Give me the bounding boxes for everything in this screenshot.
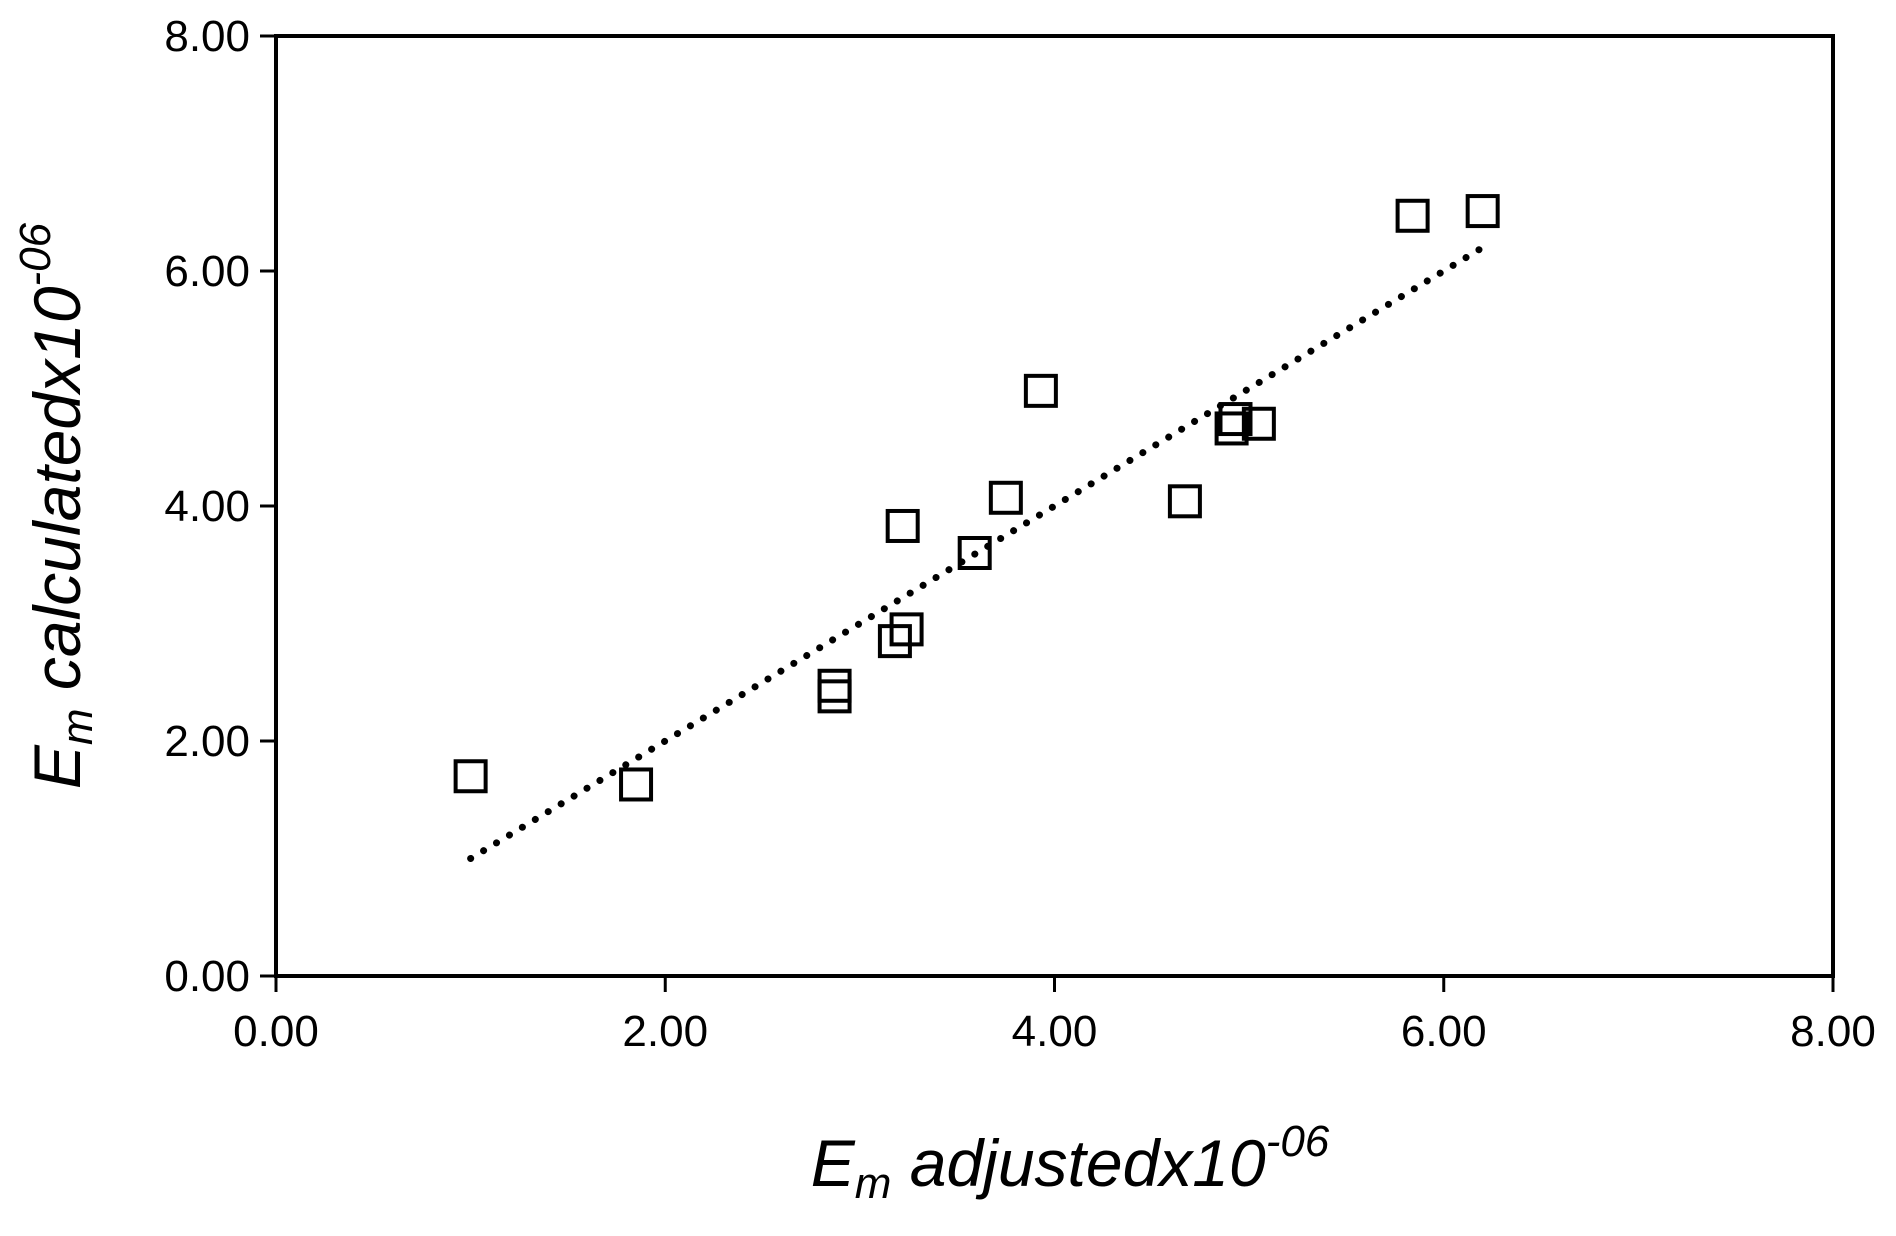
data-point	[1241, 406, 1276, 441]
data-point	[1218, 402, 1253, 437]
y-tick-label: 4.00	[164, 482, 250, 531]
data-point	[1167, 484, 1202, 519]
data-point	[817, 668, 852, 703]
data-point	[957, 536, 992, 570]
data-point	[1214, 411, 1249, 446]
data-points	[453, 194, 1500, 802]
data-point	[988, 480, 1023, 515]
y-tick-label: 2.00	[164, 717, 250, 766]
x-axis: 0.00 2.00 4.00 6.00 8.00	[233, 976, 1876, 1056]
x-tick-label: 0.00	[233, 1007, 319, 1056]
data-point	[885, 508, 920, 543]
x-tick-label: 6.00	[1401, 1007, 1487, 1056]
data-point	[453, 759, 488, 794]
y-axis-title: Em calculatedx10-06	[11, 222, 102, 789]
y-tick-label: 8.00	[164, 12, 250, 61]
data-point	[1023, 373, 1058, 408]
y-axis: 0.00 2.00 4.00 6.00 8.00	[164, 12, 276, 1001]
data-point	[1465, 194, 1500, 229]
data-point	[1395, 198, 1430, 233]
y-tick-label: 6.00	[164, 247, 250, 296]
trendline	[467, 244, 1487, 862]
data-point	[889, 612, 924, 647]
x-tick-label: 8.00	[1790, 1007, 1876, 1056]
x-axis-title: Em adjustedx10-06	[811, 1117, 1330, 1208]
x-tick-label: 4.00	[1012, 1007, 1098, 1056]
y-tick-label: 0.00	[164, 952, 250, 1001]
x-tick-label: 2.00	[622, 1007, 708, 1056]
trendline-path	[467, 244, 1487, 862]
data-point	[877, 624, 912, 659]
data-point	[619, 767, 654, 802]
data-point	[817, 679, 852, 714]
